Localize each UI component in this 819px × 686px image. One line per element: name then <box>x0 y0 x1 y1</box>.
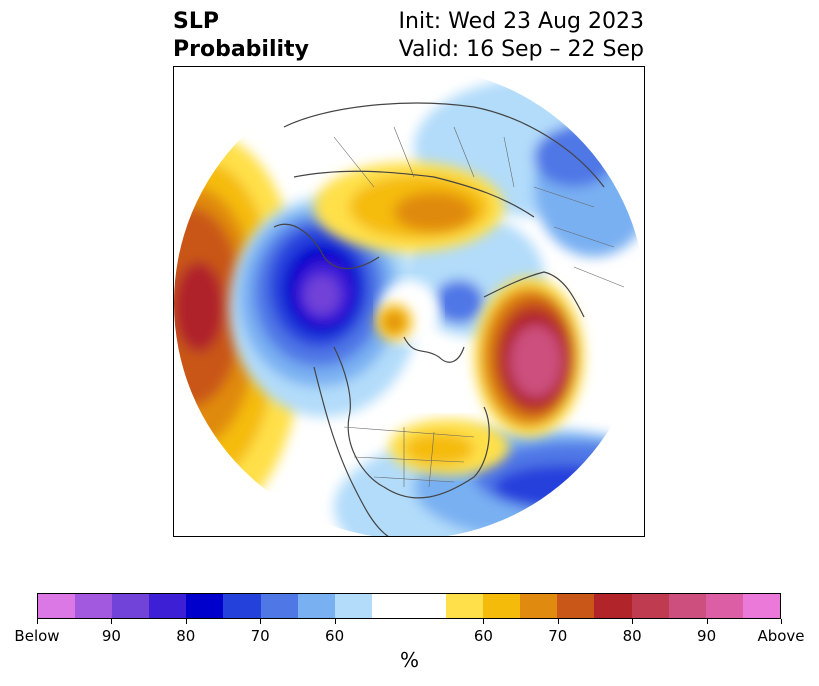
colorbar-tick-label: 70 <box>250 627 270 645</box>
valid-range: Valid: 16 Sep – 22 Sep <box>398 37 644 62</box>
title-line-1: SLP <box>173 9 219 34</box>
colorbar-tick-label: 70 <box>548 627 568 645</box>
init-date: Init: Wed 23 Aug 2023 <box>398 9 644 34</box>
colorbar-tick-mark <box>37 619 38 624</box>
legend-colorbar <box>37 593 781 619</box>
colorbar-swatch <box>557 594 595 618</box>
colorbar-tick-label: 60 <box>473 627 493 645</box>
colorbar-tick-mark <box>185 619 187 624</box>
colorbar-swatch <box>186 594 224 618</box>
colorbar-swatch <box>408 594 447 618</box>
colorbar-tick-label: 60 <box>325 627 345 645</box>
colorbar-swatch <box>112 594 150 618</box>
colorbar-tick-mark <box>706 619 708 624</box>
colorbar-swatch <box>38 594 76 618</box>
colorbar-swatch <box>260 594 298 618</box>
colorbar-tick-label: 80 <box>622 627 642 645</box>
colorbar-swatch <box>742 594 780 618</box>
colorbar-tick-mark <box>334 619 336 624</box>
shading-warm-east <box>474 277 584 437</box>
probability-map <box>174 67 644 536</box>
colorbar-swatch <box>371 594 409 618</box>
colorbar-tick-mark <box>781 619 782 624</box>
map-panel <box>173 66 645 537</box>
shading-warm-north <box>314 162 504 340</box>
colorbar-tick-label: 80 <box>176 627 196 645</box>
shading-warm-southeast <box>389 419 509 475</box>
colorbar-tick-label: 90 <box>101 627 121 645</box>
colorbar-tick-mark <box>483 619 485 624</box>
colorbar-swatch <box>297 594 335 618</box>
coastlines <box>273 102 605 536</box>
colorbar-swatch <box>446 594 484 618</box>
map-title: SLP Probability <box>173 8 309 64</box>
colorbar-swatch <box>705 594 743 618</box>
colorbar-swatch <box>520 594 558 618</box>
borders <box>333 126 625 488</box>
shading-cold-west <box>229 197 419 417</box>
colorbar-tick-mark <box>632 619 634 624</box>
colorbar-swatch <box>668 594 706 618</box>
colorbar-tick-label: 90 <box>697 627 717 645</box>
map-disk <box>174 67 644 536</box>
colorbar-swatch <box>631 594 669 618</box>
colorbar-swatch <box>75 594 113 618</box>
colorbar-unit: % <box>399 648 419 672</box>
colorbar-swatch <box>483 594 521 618</box>
colorbar-tick-mark <box>111 619 113 624</box>
colorbar-swatch <box>334 594 372 618</box>
valid-period: Init: Wed 23 Aug 2023 Valid: 16 Sep – 22… <box>399 8 644 64</box>
title-line-2: Probability <box>173 37 309 62</box>
colorbar-swatch <box>594 594 632 618</box>
colorbar-tick-label: Above <box>757 627 805 645</box>
colorbar-tick-label: Below <box>14 627 60 645</box>
colorbar-tick-mark <box>557 619 559 624</box>
colorbar-swatch <box>149 594 187 618</box>
colorbar-tick-mark <box>260 619 262 624</box>
colorbar-swatch <box>223 594 261 618</box>
